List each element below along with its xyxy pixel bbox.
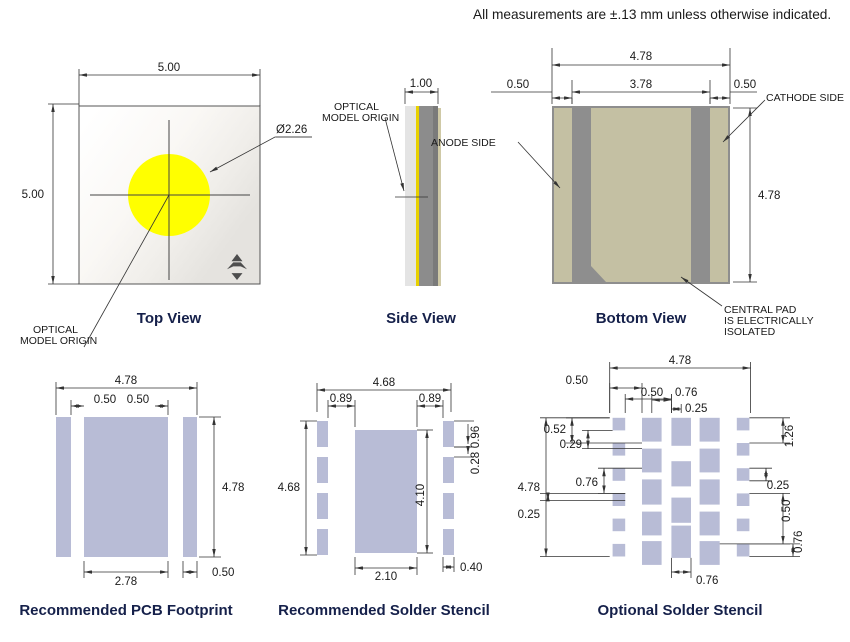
svg-text:0.89: 0.89 [330, 393, 352, 405]
svg-text:0.76: 0.76 [675, 387, 697, 399]
svg-text:4.78: 4.78 [630, 51, 652, 63]
svg-text:4.68: 4.68 [373, 377, 395, 389]
svg-text:0.28: 0.28 [470, 452, 482, 474]
svg-text:0.50: 0.50 [127, 394, 149, 406]
svg-text:0.96: 0.96 [470, 426, 482, 448]
svg-text:4.68: 4.68 [278, 482, 300, 494]
svg-text:Recommended PCB Footprint: Recommended PCB Footprint [19, 602, 232, 619]
svg-text:4.78: 4.78 [518, 482, 540, 494]
svg-text:0.40: 0.40 [460, 562, 482, 574]
svg-text:Side View: Side View [386, 310, 456, 327]
svg-text:0.76: 0.76 [696, 575, 718, 587]
svg-text:CATHODE SIDE: CATHODE SIDE [766, 92, 844, 104]
svg-text:0.25: 0.25 [685, 403, 707, 415]
svg-text:All measurements are ±.13 mm u: All measurements are ±.13 mm unless othe… [473, 7, 831, 22]
svg-text:0.50: 0.50 [566, 375, 588, 387]
svg-text:1.26: 1.26 [784, 425, 796, 447]
svg-text:ISOLATED: ISOLATED [724, 326, 776, 338]
svg-text:2.10: 2.10 [375, 571, 397, 583]
svg-text:3.78: 3.78 [630, 79, 652, 91]
svg-text:4.78: 4.78 [669, 355, 691, 367]
svg-text:0.29: 0.29 [560, 439, 582, 451]
svg-text:4.10: 4.10 [415, 484, 427, 506]
svg-text:0.76: 0.76 [793, 531, 805, 553]
svg-text:0.52: 0.52 [544, 424, 566, 436]
svg-text:Optional Solder Stencil: Optional Solder Stencil [597, 602, 762, 619]
svg-text:Bottom View: Bottom View [596, 310, 687, 327]
svg-text:4.78: 4.78 [222, 482, 244, 494]
svg-text:0.50: 0.50 [734, 79, 756, 91]
svg-text:MODEL ORIGIN: MODEL ORIGIN [322, 112, 399, 124]
svg-text:ANODE SIDE: ANODE SIDE [431, 137, 496, 149]
svg-text:Ø2.26: Ø2.26 [276, 124, 307, 136]
svg-text:0.76: 0.76 [576, 477, 598, 489]
svg-text:5.00: 5.00 [22, 189, 44, 201]
svg-text:0.50: 0.50 [507, 79, 529, 91]
svg-text:Recommended Solder Stencil: Recommended Solder Stencil [278, 602, 490, 619]
svg-text:0.50: 0.50 [781, 500, 793, 522]
svg-text:Top View: Top View [137, 310, 202, 327]
svg-text:0.25: 0.25 [518, 509, 540, 521]
svg-text:0.50: 0.50 [94, 394, 116, 406]
svg-text:0.89: 0.89 [419, 393, 441, 405]
svg-text:0.25: 0.25 [767, 480, 789, 492]
svg-text:4.78: 4.78 [758, 190, 780, 202]
svg-text:2.78: 2.78 [115, 576, 137, 588]
svg-text:MODEL ORIGIN: MODEL ORIGIN [20, 335, 97, 347]
svg-text:4.78: 4.78 [115, 375, 137, 387]
svg-text:1.00: 1.00 [410, 78, 432, 90]
svg-text:5.00: 5.00 [158, 62, 180, 74]
svg-text:0.50: 0.50 [212, 567, 234, 579]
